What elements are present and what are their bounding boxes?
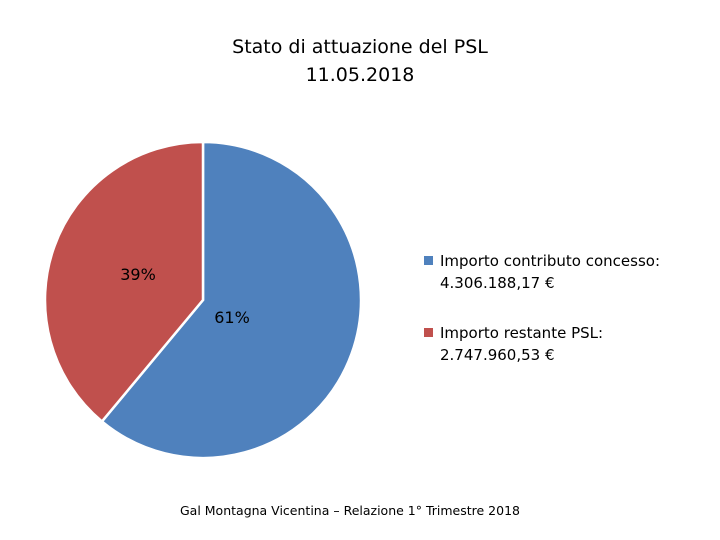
pie-slice-concesso <box>100 140 363 460</box>
legend-item-restante: Importo restante PSL: 2.747.960,53 € <box>424 322 603 366</box>
legend-swatch-restante <box>424 328 433 337</box>
chart-title: Stato di attuazione del PSL <box>232 36 488 58</box>
legend-label-restante: Importo restante PSL: <box>440 324 604 342</box>
legend-label-concesso: Importo contributo concesso: <box>440 252 660 270</box>
legend-value-concesso: 4.306.188,17 € <box>440 274 555 292</box>
footer-text: Gal Montagna Vicentina – Relazione 1° Tr… <box>179 503 520 518</box>
legend-item-concesso: Importo contributo concesso: 4.306.188,1… <box>424 250 660 294</box>
percent-label-concesso: 61% <box>214 308 250 327</box>
legend-value-restante: 2.747.960,53 € <box>440 346 555 364</box>
percent-labels: 61% 39% <box>120 265 250 327</box>
chart-subtitle: 11.05.2018 <box>305 64 415 86</box>
pie-slice-restante <box>43 140 205 424</box>
pie-slices <box>43 140 363 460</box>
legend-swatch-concesso <box>424 256 433 265</box>
percent-label-restante: 39% <box>120 265 156 284</box>
